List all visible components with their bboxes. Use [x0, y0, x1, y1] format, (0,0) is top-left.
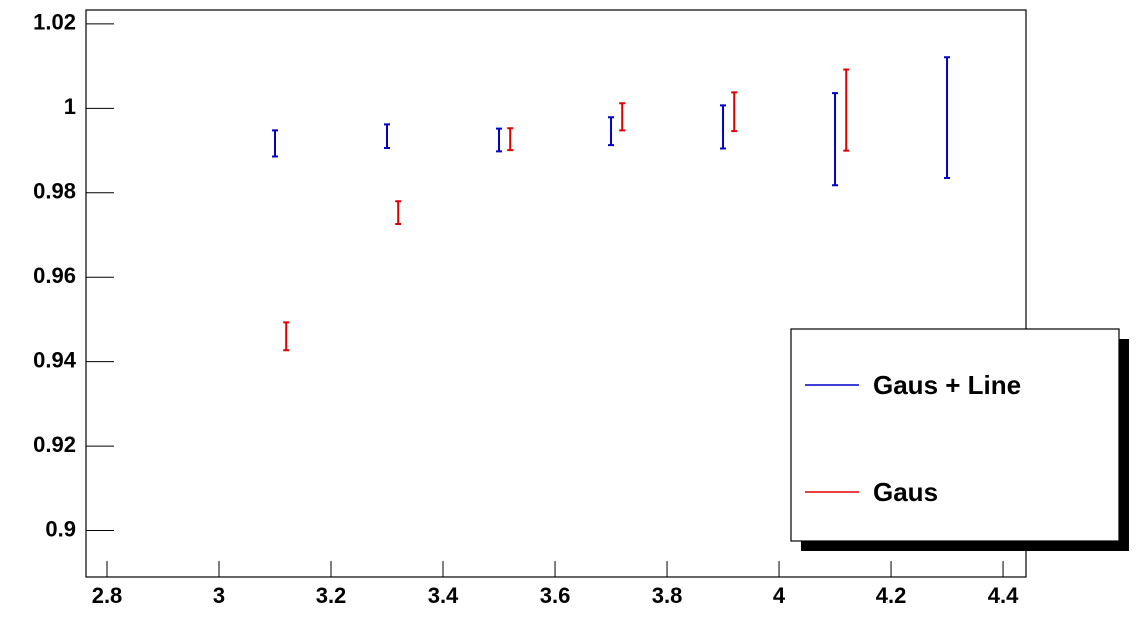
error-bar — [944, 56, 951, 180]
x-tick-label: 3.2 — [316, 583, 347, 608]
x-tick-label: 4.2 — [876, 583, 907, 608]
error-bar — [832, 92, 839, 187]
x-tick-label: 2.8 — [92, 583, 123, 608]
error-bar — [272, 129, 279, 158]
error-bar — [608, 116, 615, 147]
error-bar — [496, 127, 503, 153]
error-bar — [507, 127, 514, 152]
error-bar — [731, 91, 738, 133]
y-tick-label: 0.96 — [33, 263, 76, 288]
y-tick-label: 0.9 — [45, 516, 76, 541]
error-bar — [619, 102, 626, 132]
error-bar — [843, 68, 850, 152]
error-bar — [720, 104, 727, 150]
legend-label: Gaus — [873, 477, 938, 507]
y-tick-label: 1 — [64, 94, 76, 119]
legend — [790, 328, 1120, 542]
y-tick-label: 0.92 — [33, 432, 76, 457]
x-tick-label: 4.4 — [988, 583, 1019, 608]
error-bar — [395, 200, 402, 226]
y-tick-label: 0.98 — [33, 179, 76, 204]
x-tick-label: 3.4 — [428, 583, 459, 608]
x-tick-label: 3.6 — [540, 583, 571, 608]
error-bar — [283, 321, 290, 352]
error-bar — [384, 123, 391, 150]
x-tick-label: 3.8 — [652, 583, 683, 608]
plot-frame — [85, 9, 1027, 578]
legend-label: Gaus + Line — [873, 370, 1021, 400]
x-tick-label: 4 — [773, 583, 786, 608]
y-tick-label: 0.94 — [33, 347, 77, 372]
y-tick-label: 1.02 — [33, 10, 76, 35]
x-tick-label: 3 — [213, 583, 225, 608]
